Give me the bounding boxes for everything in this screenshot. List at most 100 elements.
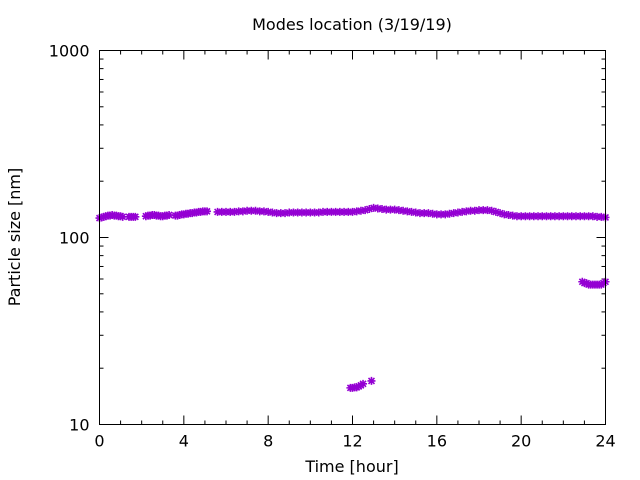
data-point (281, 209, 290, 218)
data-point (563, 212, 572, 221)
data-point (458, 207, 467, 216)
data-point (420, 209, 429, 218)
data-point (521, 212, 530, 221)
data-point (340, 207, 349, 216)
data-point (238, 207, 247, 216)
data-point (500, 210, 509, 219)
x-tick-label: 12 (342, 432, 362, 451)
data-point (453, 208, 462, 217)
data-point (331, 207, 340, 216)
data-point (584, 212, 593, 221)
data-point (407, 207, 416, 216)
data-point (597, 212, 606, 221)
data-point (217, 207, 226, 216)
data-point (571, 212, 580, 221)
data-point (306, 208, 315, 217)
data-point (441, 210, 450, 219)
data-point (470, 206, 479, 215)
data-point (289, 208, 298, 217)
data-point (428, 209, 437, 218)
data-point (483, 206, 492, 215)
x-tick-labels: 0 4 8 12 16 20 24 (94, 432, 615, 451)
y-tick-label: 100 (59, 229, 90, 248)
data-point (310, 208, 319, 217)
data-point (213, 207, 222, 216)
x-tick-label: 16 (427, 432, 447, 451)
y-axis-label: Particle size [nm] (5, 168, 24, 307)
data-point (203, 207, 212, 216)
data-points (95, 203, 610, 392)
data-point (272, 209, 281, 218)
data-point (462, 207, 471, 216)
data-point (475, 206, 483, 215)
data-point (302, 208, 311, 217)
data-point (247, 206, 256, 215)
data-point (567, 212, 576, 221)
data-point (546, 212, 555, 221)
data-point (550, 212, 559, 221)
data-point (118, 212, 127, 221)
data-point (251, 206, 260, 215)
data-point (466, 206, 475, 215)
x-tick-label: 0 (94, 432, 104, 451)
data-point (378, 205, 387, 214)
data-point (255, 207, 264, 216)
data-point (386, 205, 395, 214)
data-point (555, 212, 564, 221)
data-point (348, 207, 357, 216)
data-point (276, 209, 285, 218)
data-point (344, 207, 353, 216)
data-point (367, 376, 376, 385)
data-point (285, 208, 294, 217)
data-point (234, 207, 243, 216)
data-point (259, 207, 268, 216)
x-axis-label: Time [hour] (304, 457, 398, 476)
data-point (487, 206, 496, 215)
data-point (243, 206, 252, 215)
data-point (323, 207, 332, 216)
y-tick-label: 10 (69, 416, 89, 435)
data-point (437, 210, 446, 219)
data-point (327, 207, 336, 216)
data-point (268, 208, 277, 217)
data-point (542, 212, 551, 221)
data-point (403, 207, 412, 216)
x-tick-label: 24 (595, 432, 615, 451)
data-point (593, 212, 602, 221)
data-point (352, 207, 361, 216)
data-point (293, 208, 302, 217)
data-point (394, 206, 403, 215)
data-point (512, 212, 521, 221)
data-point (529, 212, 538, 221)
data-point (559, 212, 568, 221)
data-point (318, 207, 327, 216)
data-point (297, 208, 306, 217)
x-tick-label: 8 (263, 432, 273, 451)
data-point (496, 209, 505, 218)
data-point (491, 207, 500, 216)
data-point (264, 207, 273, 216)
data-point (361, 206, 370, 215)
data-point (411, 208, 420, 217)
y-tick-label: 1000 (49, 42, 90, 61)
data-point (365, 205, 374, 214)
data-point (390, 205, 399, 214)
data-point (580, 212, 589, 221)
data-point (382, 205, 391, 214)
data-point (369, 203, 378, 212)
data-point (576, 212, 585, 221)
data-point (534, 212, 543, 221)
chart-title: Modes location (3/19/19) (252, 15, 452, 34)
y-tick-labels: 10 100 1000 (49, 42, 90, 435)
data-point (432, 210, 441, 219)
data-point (226, 207, 235, 216)
data-point (230, 207, 239, 216)
data-point (424, 209, 433, 218)
data-point (479, 206, 488, 215)
data-point (508, 211, 517, 220)
data-point (359, 379, 368, 388)
data-point (222, 207, 230, 216)
data-point (131, 212, 140, 221)
